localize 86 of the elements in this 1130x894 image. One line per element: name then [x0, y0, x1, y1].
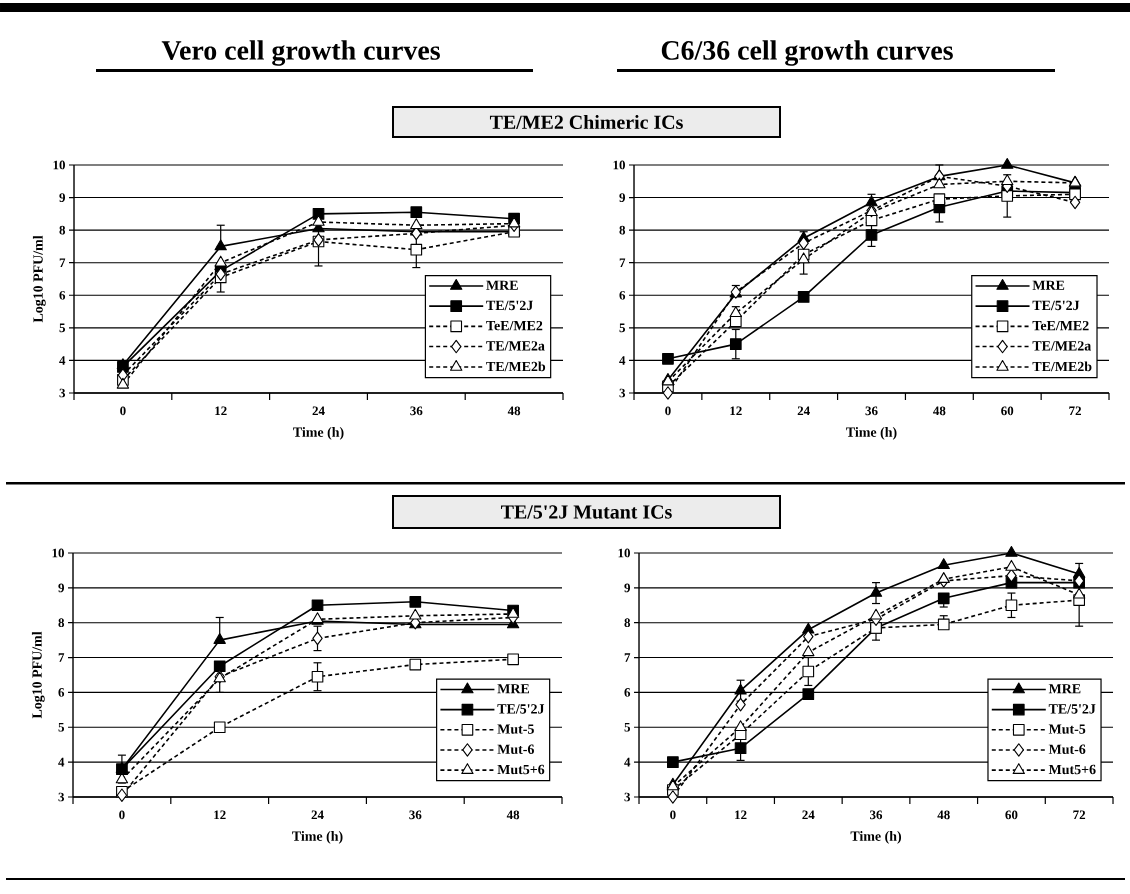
legend-label: TE/ME2a	[486, 341, 545, 351]
x-tick-label: 36	[865, 406, 878, 416]
legend-label: TE/5'2J	[497, 704, 545, 714]
legend-label: MRE	[486, 280, 518, 290]
x-axis-title: Time (h)	[292, 831, 343, 844]
x-tick-label: 24	[312, 406, 325, 416]
legend-label: Mut-5	[1048, 724, 1086, 734]
x-tick-label: 48	[507, 406, 521, 416]
x-tick-label: 36	[870, 810, 883, 820]
x-tick-label: 60	[1005, 810, 1018, 820]
y-tick-label: 4	[58, 757, 65, 767]
y-tick-label: 10	[618, 548, 630, 558]
y-tick-label: 10	[53, 160, 65, 170]
y-tick-label: 6	[58, 688, 65, 697]
legend-label: TE/ME2a	[1032, 341, 1092, 351]
y-tick-label: 6	[619, 290, 626, 300]
y-tick-label: 8	[619, 225, 626, 235]
y-tick-label: 3	[59, 388, 66, 398]
x-tick-label: 72	[1073, 810, 1086, 820]
legend-label: MRE	[1032, 280, 1065, 290]
y-tick-label: 8	[624, 618, 631, 628]
y-tick-label: 4	[619, 356, 626, 365]
y-tick-label: 9	[619, 193, 626, 202]
x-tick-label: 0	[670, 810, 676, 820]
x-tick-label: 0	[119, 810, 125, 820]
y-tick-label: 7	[59, 258, 66, 267]
x-tick-label: 60	[1001, 406, 1014, 416]
chart-subtitle: TE/ME2 Chimeric ICs	[489, 114, 683, 129]
x-tick-label: 48	[933, 406, 946, 416]
legend-label: Mut5+6	[497, 764, 545, 775]
y-tick-label: 4	[624, 757, 631, 767]
x-axis-title: Time (h)	[846, 427, 897, 440]
x-axis-title: Time (h)	[293, 427, 344, 440]
legend-label: TeE/ME2	[486, 320, 543, 331]
x-tick-label: 12	[215, 406, 227, 416]
y-tick-label: 5	[619, 323, 626, 333]
x-tick-label: 36	[409, 810, 422, 820]
x-tick-label: 24	[797, 406, 810, 416]
y-tick-label: 10	[52, 548, 64, 558]
legend-label: MRE	[1048, 684, 1081, 694]
y-tick-label: 8	[59, 225, 66, 235]
y-tick-label: 5	[624, 722, 631, 732]
y-tick-label: 8	[58, 618, 65, 628]
legend-label: TE/ME2b	[1032, 361, 1092, 372]
x-tick-label: 72	[1069, 406, 1081, 416]
x-tick-label: 0	[665, 406, 671, 416]
x-tick-label: 0	[120, 406, 126, 416]
y-tick-label: 3	[58, 792, 65, 802]
y-tick-label: 7	[58, 653, 65, 662]
x-tick-label: 12	[735, 810, 747, 820]
x-tick-label: 12	[214, 810, 226, 820]
y-tick-label: 5	[58, 722, 65, 732]
y-tick-label: 6	[624, 688, 631, 697]
y-tick-label: 3	[619, 388, 626, 398]
legend-label: Mut5+6	[1048, 764, 1096, 775]
y-tick-label: 4	[59, 356, 66, 365]
legend-label: TE/5'2J	[1048, 704, 1096, 714]
legend-label: TeE/ME2	[1032, 320, 1089, 331]
legend-label: TE/ME2b	[486, 361, 546, 372]
legend-label: Mut-6	[497, 744, 534, 754]
y-tick-label: 10	[613, 160, 625, 170]
legend-label: Mut-6	[1048, 744, 1086, 754]
x-axis-title: Time (h)	[850, 831, 902, 844]
y-tick-label: 6	[59, 290, 66, 300]
legend-label: MRE	[497, 684, 530, 694]
y-tick-label: 7	[624, 653, 631, 662]
y-tick-label: 9	[58, 583, 65, 593]
x-tick-label: 24	[802, 810, 815, 820]
y-tick-label: 3	[624, 792, 631, 802]
chart-title: Vero cell growth curves	[161, 40, 440, 66]
x-tick-label: 24	[311, 810, 324, 820]
y-axis-title: Log10 PFU/ml	[32, 235, 46, 323]
legend-label: TE/5'2J	[1032, 300, 1080, 311]
y-tick-label: 5	[59, 323, 66, 333]
x-tick-label: 36	[410, 406, 423, 416]
x-tick-label: 12	[730, 406, 742, 416]
chart-title: C6/36 cell growth curves	[661, 40, 953, 66]
y-axis-title: Log10 PFU/ml	[31, 631, 45, 719]
y-tick-label: 9	[59, 193, 66, 202]
chart-subtitle: TE/5'2J Mutant ICs	[501, 505, 672, 519]
legend-label: Mut-5	[497, 724, 534, 734]
y-tick-label: 7	[619, 258, 626, 267]
y-tick-label: 9	[624, 583, 631, 593]
legend-label: TE/5'2J	[486, 300, 533, 311]
x-tick-label: 48	[937, 810, 950, 820]
x-tick-label: 48	[506, 810, 520, 820]
